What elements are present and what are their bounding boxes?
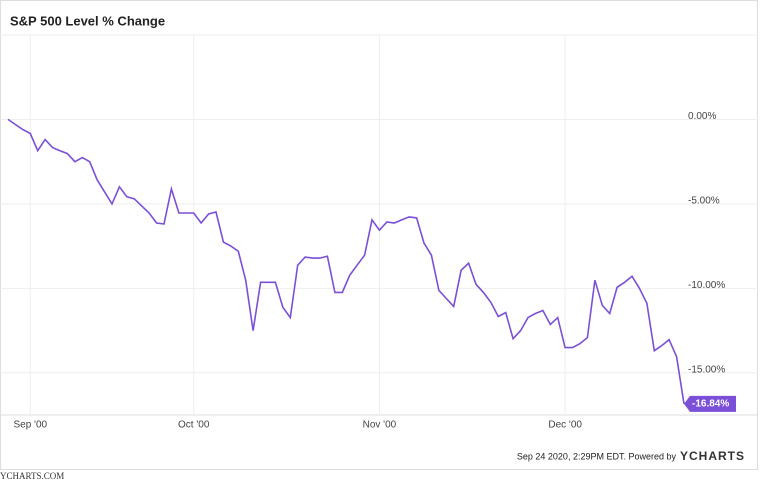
y-tick-label: -5.00% — [688, 196, 720, 207]
x-tick-label: Nov '00 — [363, 420, 397, 431]
brand: YCHARTS — [680, 449, 745, 463]
value-badge — [684, 395, 736, 412]
x-tick-label: Dec '00 — [548, 420, 582, 431]
y-tick-label: 0.00% — [688, 111, 716, 122]
line — [7, 118, 685, 405]
y-tick-label: -10.00% — [688, 280, 725, 291]
y-tick-label: -15.00% — [688, 364, 725, 375]
value-label: -16.84% — [692, 398, 729, 409]
x-tick-label: Oct '00 — [178, 420, 210, 431]
chart-title: S&P 500 Level % Change — [10, 13, 165, 28]
watermark: YCHARTS.COM — [0, 471, 64, 481]
footer: Sep 24 2020, 2:29PM EDT. Powered by — [517, 451, 677, 461]
x-tick-label: Sep '00 — [13, 420, 47, 431]
